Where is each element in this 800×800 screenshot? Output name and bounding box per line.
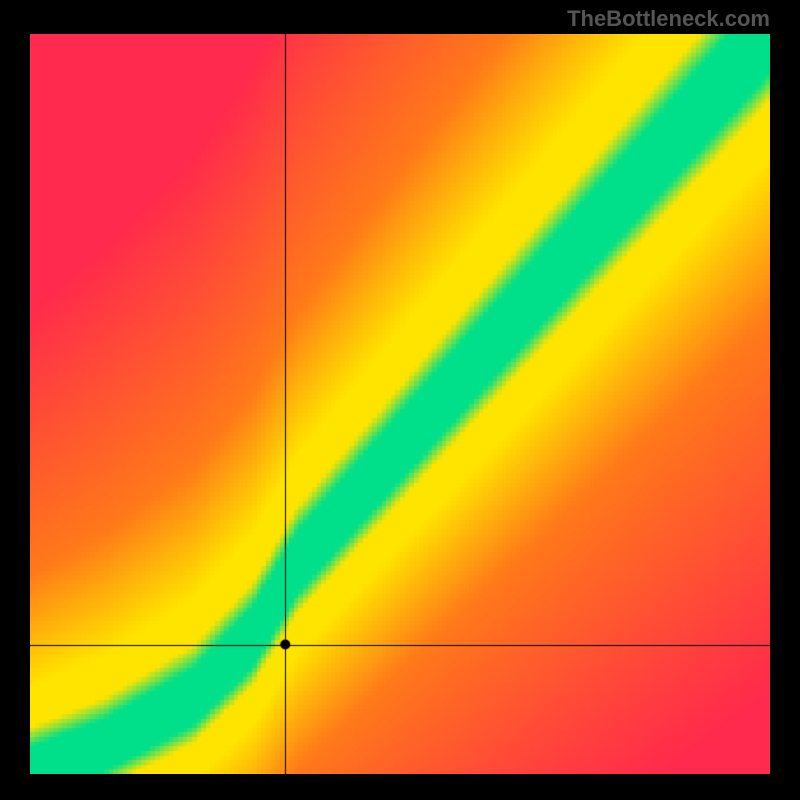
watermark-text: TheBottleneck.com xyxy=(567,6,770,32)
bottleneck-heatmap xyxy=(30,34,770,774)
figure-container: TheBottleneck.com xyxy=(0,0,800,800)
